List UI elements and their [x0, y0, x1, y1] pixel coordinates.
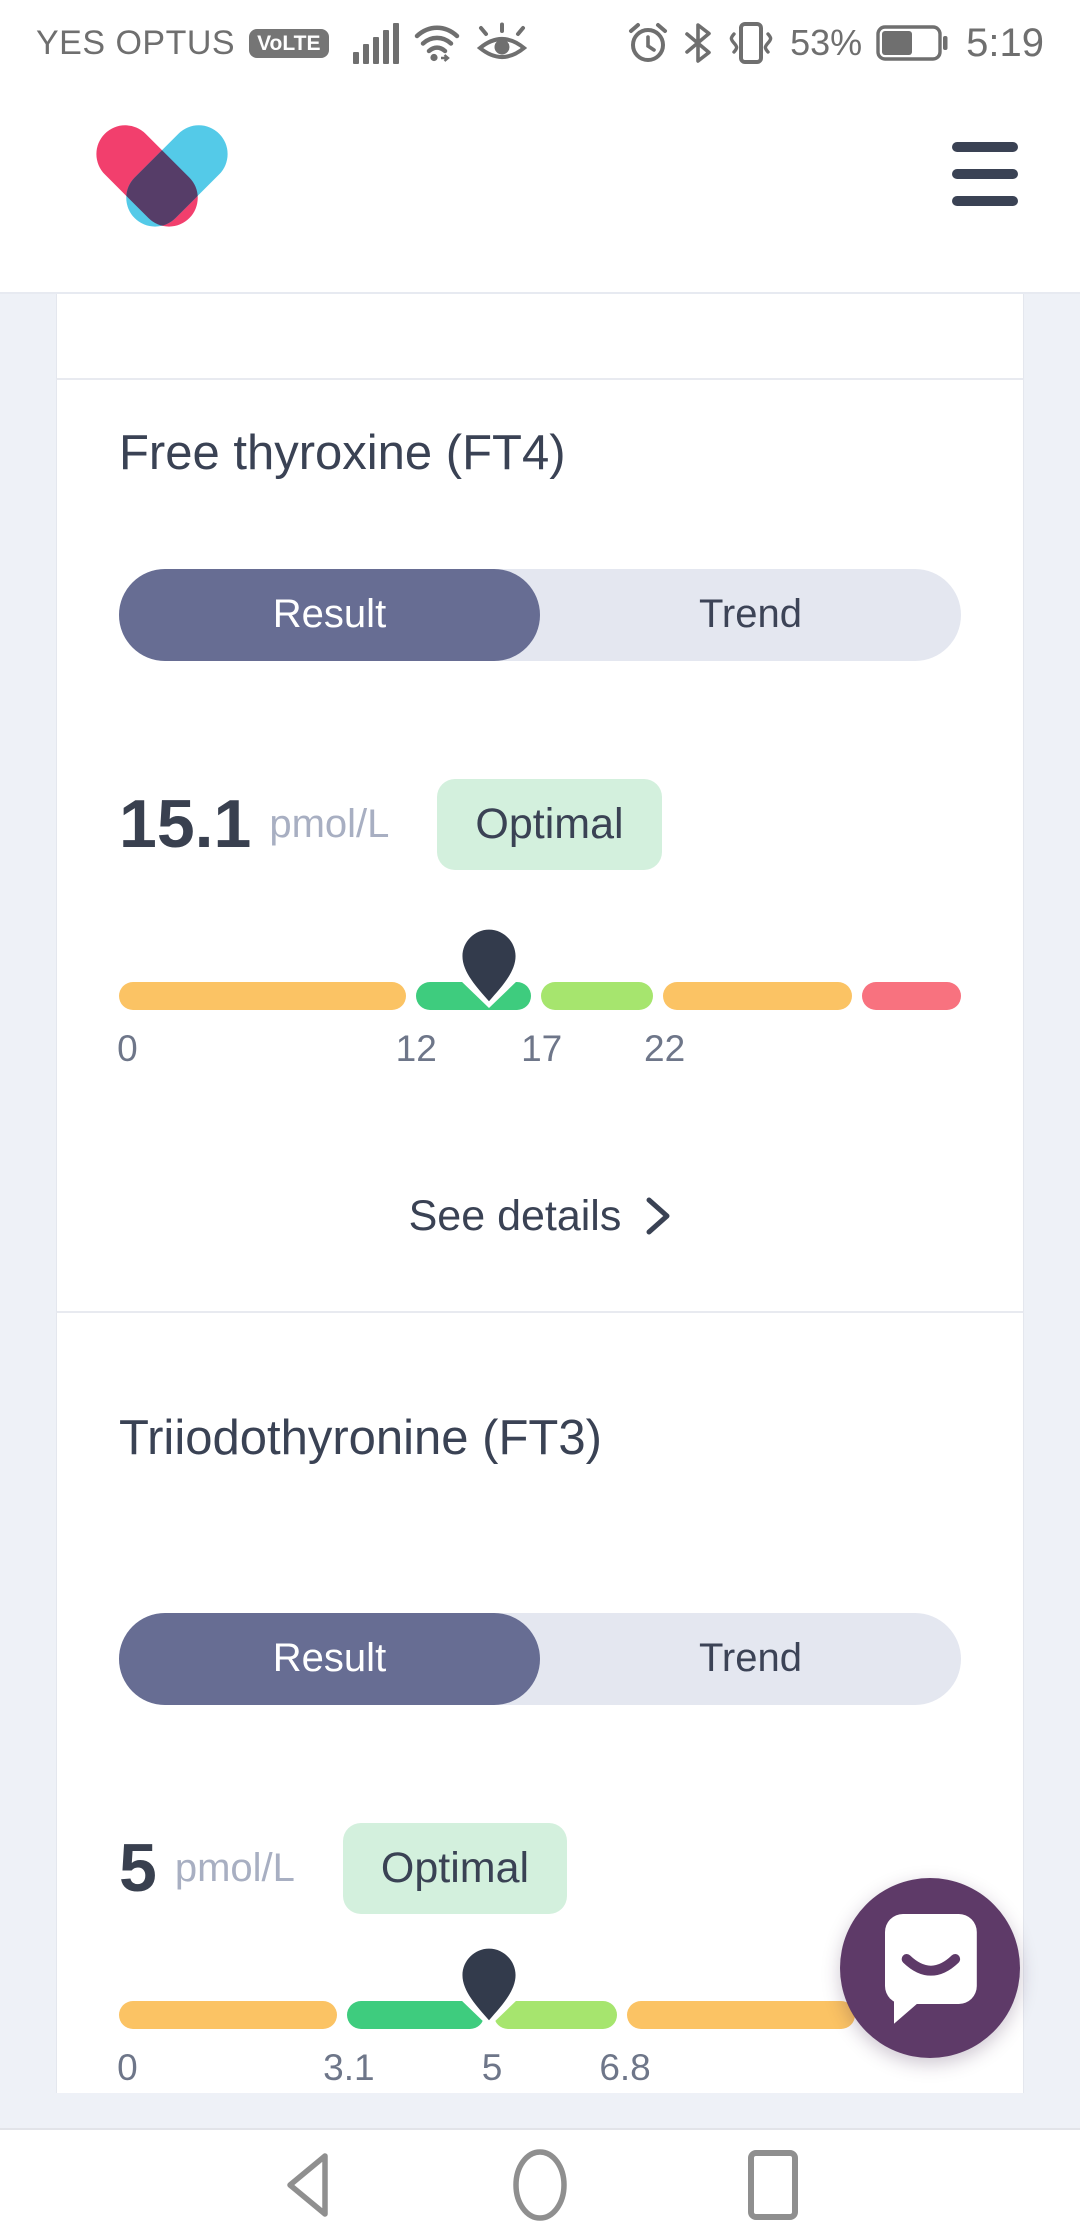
recents-button[interactable]: [745, 2148, 801, 2222]
battery-icon: [876, 25, 948, 61]
tick-label: 0: [117, 2046, 138, 2088]
result-row: 15.1 pmol/L Optimal: [119, 778, 961, 870]
range-tick-labels: 0 12 17 22: [117, 1027, 961, 1074]
wifi-icon: [414, 25, 459, 62]
result-unit: pmol/L: [174, 1845, 295, 1890]
see-details-label: See details: [408, 1191, 622, 1240]
range-bar: [119, 929, 961, 1010]
bluetooth-icon: [685, 23, 711, 63]
tick-label: 6.8: [599, 2046, 651, 2088]
range-bar: [119, 1948, 961, 2029]
volte-badge: VoLTE: [249, 28, 329, 58]
alarm-icon: [629, 23, 668, 62]
range-segments: [119, 2000, 961, 2029]
eye-comfort-icon: [476, 22, 527, 59]
android-nav-bar: [0, 2128, 1080, 2240]
results-scroll-area[interactable]: Free thyroxine (FT4) Result Trend 15.1 p…: [0, 294, 1080, 2130]
result-row: 5 pmol/L Optimal: [119, 1822, 961, 1914]
tab-trend[interactable]: Trend: [698, 1636, 802, 1681]
value-marker-pin: [460, 928, 518, 1002]
range-segment: [862, 981, 961, 1010]
range-segments: [119, 981, 961, 1010]
status-badge: Optimal: [342, 1822, 568, 1914]
range-segment: [627, 2000, 855, 2029]
tick-label: 17: [521, 1027, 563, 1069]
tick-label: 5: [481, 2046, 503, 2088]
battery-percent: 53%: [790, 22, 863, 63]
tab-result[interactable]: Result: [119, 1612, 540, 1705]
carrier-label: YES OPTUS: [36, 23, 236, 62]
range-tick-labels: 0 3.1 5 6.8: [117, 2046, 961, 2093]
home-circle-icon: [513, 2149, 567, 2221]
result-value: 5: [119, 1830, 157, 1907]
status-bar: YES OPTUS VoLTE: [0, 0, 1080, 86]
biomarker-card-ft4: Free thyroxine (FT4) Result Trend 15.1 p…: [56, 380, 1024, 1313]
result-unit: pmol/L: [269, 801, 390, 846]
tick-label: 0: [117, 1027, 138, 1069]
back-button[interactable]: [279, 2149, 335, 2221]
home-button[interactable]: [511, 2148, 569, 2222]
status-badge: Optimal: [437, 778, 662, 870]
tick-label: 3.1: [323, 2046, 375, 2088]
previous-card-remnant: [56, 294, 1024, 380]
card-title: Free thyroxine (FT4): [119, 426, 566, 480]
range-segment: [119, 981, 406, 1010]
value-marker-pin: [460, 1947, 518, 2021]
see-details-link[interactable]: See details: [119, 1192, 961, 1241]
chevron-right-icon: [646, 1197, 670, 1235]
back-triangle-icon: [287, 2153, 328, 2217]
chat-smiley-icon: [885, 1914, 977, 2024]
tab-trend[interactable]: Trend: [698, 592, 802, 637]
chat-fab-button[interactable]: [840, 1878, 1020, 2058]
recents-square-icon: [748, 2150, 798, 2220]
vibrate-icon: [729, 22, 773, 64]
clock-time: 5:19: [966, 20, 1044, 65]
range-segment: [119, 2000, 338, 2029]
tab-result[interactable]: Result: [119, 568, 540, 661]
result-value: 15.1: [119, 786, 252, 863]
result-trend-toggle: Result Trend: [119, 1612, 961, 1705]
result-trend-toggle: Result Trend: [119, 568, 961, 661]
tick-label: 12: [395, 1027, 437, 1069]
hamburger-menu-button[interactable]: [952, 142, 1018, 206]
heart-logo[interactable]: [82, 112, 242, 242]
app-header: [0, 86, 1080, 294]
range-segment: [663, 981, 853, 1010]
tick-label: 22: [644, 1027, 686, 1069]
range-segment: [540, 981, 654, 1010]
signal-bars-icon: [352, 22, 399, 64]
card-title: Triiodothyronine (FT3): [119, 1410, 602, 1465]
